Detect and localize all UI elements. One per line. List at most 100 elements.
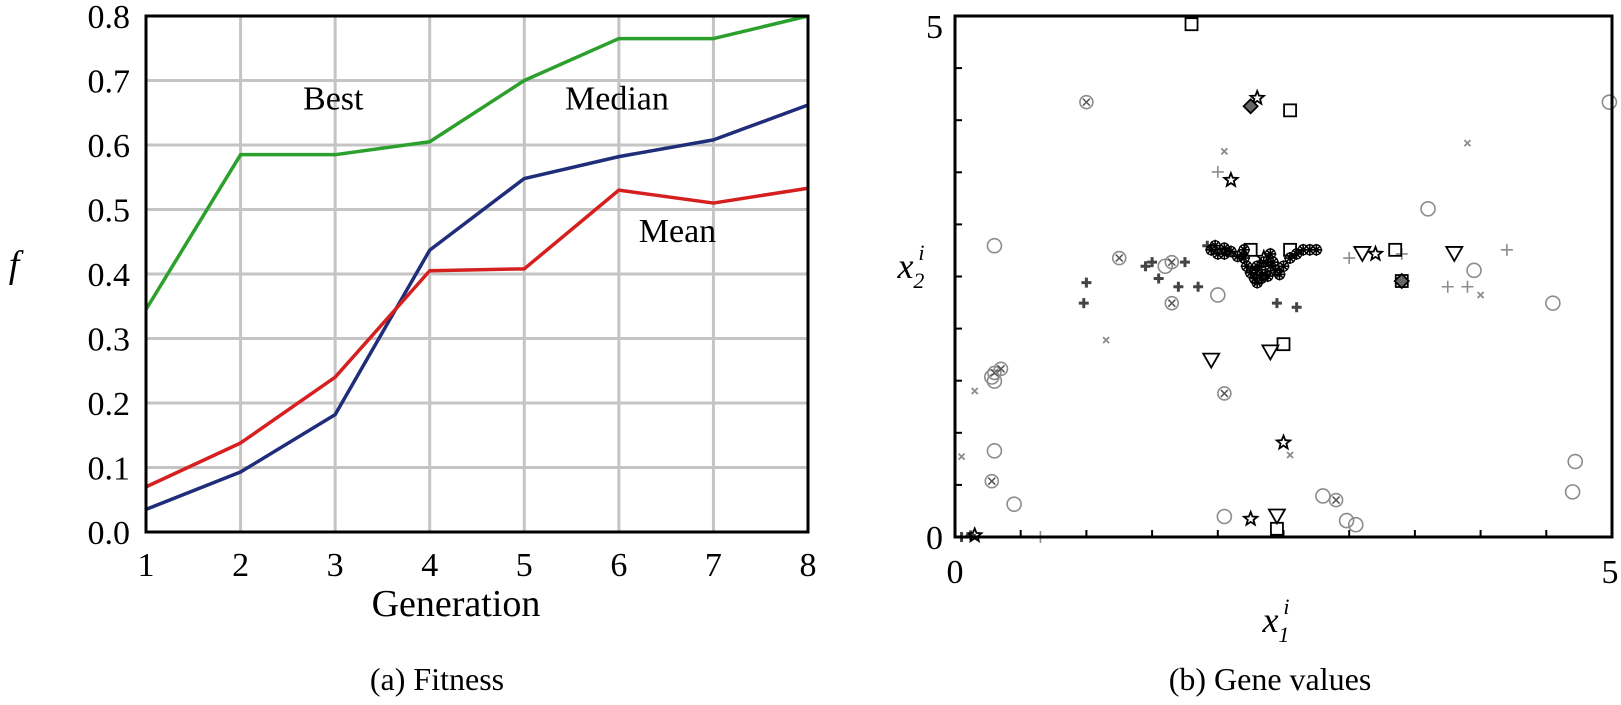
gene-point-plus-dark — [1271, 298, 1282, 309]
gene-point-star — [1366, 244, 1385, 262]
gene-point-cluster-dot — [1251, 264, 1264, 277]
gene-x-label-sup: i — [1283, 594, 1289, 619]
fitness-y-tick-label: 0.1 — [88, 451, 131, 488]
gene-point-square — [1276, 337, 1291, 352]
fitness-x-tick-label: 6 — [610, 547, 627, 584]
gene-point-circle — [1006, 496, 1022, 512]
gene-point-square — [1184, 17, 1199, 32]
gene-point-circle — [1564, 484, 1581, 500]
gene-point-cluster-dot — [1238, 243, 1251, 256]
gene-point-circle — [1216, 508, 1233, 525]
gene-point-triangle — [1444, 246, 1464, 263]
gene-point-cluster-dot — [1261, 270, 1274, 283]
fitness-series-label-mean: Mean — [639, 213, 716, 250]
gene-point-plus-dark — [1173, 281, 1184, 292]
fitness-y-tick-labels: 0.0 0.1 0.2 0.3 0.4 0.5 0.6 0.7 0.8 — [88, 0, 131, 552]
gene-x-tick-label: 5 — [1602, 554, 1619, 591]
gene-point-circle-x — [1164, 254, 1180, 270]
gene-point-circle-x — [1328, 492, 1344, 508]
gene-y-label-sub: 2 — [913, 268, 924, 293]
gene-axis-ticks — [955, 67, 1548, 537]
fitness-x-axis-label: Generation — [372, 583, 541, 625]
gene-point-cluster-dot — [1310, 243, 1323, 256]
fitness-y-tick-label: 0.8 — [88, 0, 131, 36]
fitness-x-tick-label: 8 — [800, 547, 817, 584]
gene-point-plus — [1441, 280, 1454, 293]
gene-point-cluster-dot — [1277, 260, 1290, 273]
gene-point-x — [1463, 139, 1472, 147]
gene-point-star — [1248, 88, 1267, 106]
gene-point-plus-dark — [1078, 298, 1089, 309]
gene-point-triangle — [1260, 344, 1280, 362]
gene-point-circle-x — [1111, 250, 1127, 266]
gene-point-plus-dark — [1193, 281, 1204, 292]
gene-values-chart: 050 5 x1i x2i (b) Gene values — [896, 9, 1618, 697]
gene-scatter-points — [956, 17, 1618, 544]
fitness-y-tick-label: 0.3 — [88, 322, 131, 359]
gene-point-circle-x — [1079, 94, 1094, 110]
gene-point-plus-dark — [1140, 261, 1151, 272]
gene-point-x — [1476, 291, 1485, 299]
gene-point-circle — [1315, 488, 1331, 504]
gene-point-circle — [1420, 201, 1436, 217]
gene-y-axis-label: x2 i — [896, 240, 924, 293]
gene-point-circle — [986, 443, 1003, 459]
gene-x-label-sub: 1 — [1278, 622, 1289, 647]
gene-x-label-main: x — [1261, 600, 1278, 640]
gene-point-circle — [986, 373, 1003, 389]
gene-point-plus — [1461, 280, 1474, 293]
fitness-line-median — [145, 103, 809, 512]
gene-point-plus-dark — [1147, 257, 1158, 268]
gene-point-diamond — [1393, 272, 1411, 290]
fitness-line-best — [144, 14, 809, 311]
fitness-line-mean — [145, 186, 809, 489]
gene-point-triangle — [1267, 508, 1287, 526]
gene-point-triangle — [1201, 352, 1221, 370]
gene-point-cluster-dot — [1251, 276, 1264, 289]
fitness-series-lines — [144, 14, 809, 512]
gene-point-square — [1283, 103, 1297, 118]
gene-point-circle-x — [984, 473, 1000, 489]
fitness-y-tick-label: 0.5 — [88, 193, 131, 230]
gene-point-square — [1388, 242, 1403, 257]
gene-point-plus — [1211, 165, 1224, 178]
fitness-x-tick-label: 1 — [138, 547, 155, 584]
gene-point-circle-x — [1217, 386, 1232, 401]
gene-point-x — [971, 387, 979, 395]
gene-point-plus — [1500, 243, 1513, 256]
fitness-y-tick-label: 0.2 — [88, 386, 131, 423]
gene-point-circle — [983, 369, 1000, 385]
gene-point-cluster-dot — [1209, 239, 1222, 252]
gene-point-x — [1286, 451, 1294, 459]
fitness-chart: 0.0 0.1 0.2 0.3 0.4 0.5 0.6 0.7 0.8 1 2 3 4 5 6 7 8 Bes… — [9, 0, 817, 697]
gene-point-circle — [1347, 516, 1364, 533]
fitness-x-tick-label: 7 — [705, 547, 722, 584]
gene-point-plus-dark — [1081, 277, 1092, 288]
gene-point-circle — [1601, 94, 1618, 110]
fitness-x-tick-label: 3 — [327, 547, 344, 584]
fitness-plot-frame — [144, 14, 810, 534]
gene-point-x — [957, 452, 966, 461]
gene-point-star — [1274, 433, 1293, 451]
fitness-x-tick-labels: 1 2 3 4 5 6 7 8 — [138, 547, 817, 584]
fitness-x-tick-label: 2 — [232, 547, 249, 584]
gene-point-circle-x — [1164, 295, 1180, 311]
fitness-y-tick-label: 0.7 — [88, 64, 131, 101]
gene-point-star — [1221, 170, 1241, 188]
gene-point-circle-x — [993, 361, 1009, 377]
gene-point-star — [1241, 509, 1260, 527]
gene-point-x — [1220, 147, 1229, 156]
fitness-caption: (a) Fitness — [370, 661, 504, 697]
fitness-y-tick-label: 0.0 — [88, 515, 131, 552]
gene-y-label-sup: i — [918, 240, 924, 265]
fitness-y-tick-label: 0.6 — [88, 128, 131, 165]
fitness-y-tick-label: 0.4 — [88, 257, 131, 294]
gene-point-plus-dark — [1291, 302, 1302, 313]
fitness-x-tick-label: 5 — [516, 547, 533, 584]
fitness-series-label-best: Best — [303, 81, 364, 118]
gene-x-tick-label: 0 — [947, 554, 964, 591]
gene-point-circle — [1338, 512, 1355, 529]
fitness-series-labels: Best Median Mean — [303, 81, 716, 250]
gene-point-circle — [986, 237, 1003, 254]
